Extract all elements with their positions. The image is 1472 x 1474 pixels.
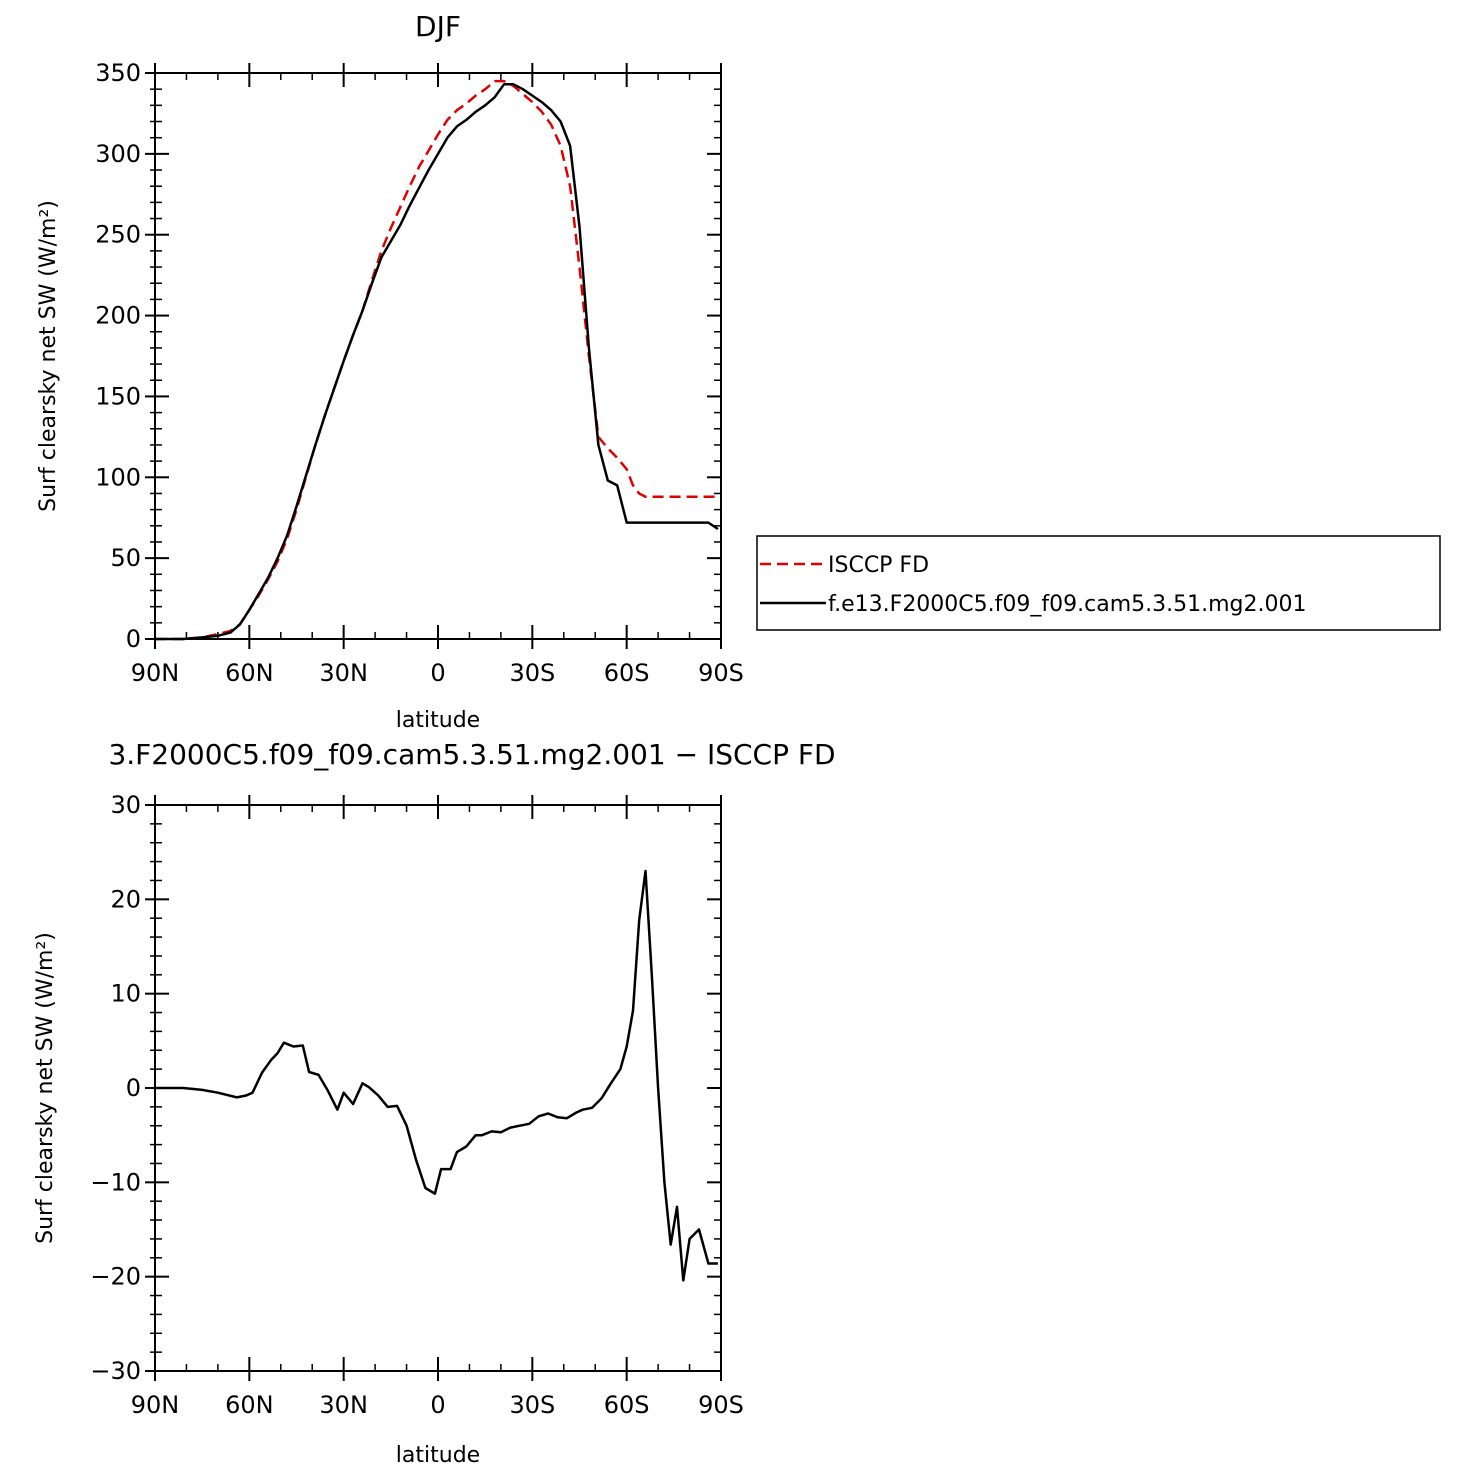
bottom-series-line-0 [155,869,718,1282]
bottom-chart-frame [154,804,722,1372]
bottom-y-tick-label: 0 [126,1074,141,1102]
legend: ISCCP FD f.e13.F2000C5.f09_f09.cam5.3.51… [756,535,1441,631]
bottom-y-tick-label: −30 [90,1357,141,1385]
bottom-chart: 3.F2000C5.f09_f09.cam5.3.51.mg2.001 − IS… [33,738,836,1468]
legend-box [756,535,1441,631]
bottom-chart-y-axis-title: Surf clearsky net SW (W/m²) [33,932,58,1244]
top-y-tick-label: 300 [95,140,141,168]
top-y-tick-label: 0 [126,625,141,653]
top-x-tick-label: 60N [225,659,274,687]
legend-label-model: f.e13.F2000C5.f09_f09.cam5.3.51.mg2.001 [828,592,1306,617]
bottom-y-tick-label: 20 [110,885,141,913]
top-chart-title: DJF [415,10,461,43]
top-chart-frame [154,72,722,640]
bottom-chart-x-axis-title: latitude [396,1443,480,1468]
bottom-chart-title: 3.F2000C5.f09_f09.cam5.3.51.mg2.001 − IS… [108,738,835,771]
bottom-x-tick-label: 60S [604,1391,650,1419]
top-chart: DJF 0 50 100 150 200 250 300 350 90N 60N 30N 0 30S 60… [36,10,744,733]
bottom-x-tick-label: 90N [131,1391,180,1419]
top-y-tick-label: 200 [95,302,141,330]
bottom-x-tick-label: 0 [430,1391,445,1419]
top-x-tick-label: 0 [430,659,445,687]
top-x-tick-label: 90S [698,659,744,687]
bottom-y-tick-label: 30 [110,791,141,819]
bottom-chart-ticks: −30 −20 −10 0 10 20 30 90N 60N 30N 0 30S 60S 90S [90,791,744,1419]
top-y-tick-label: 50 [110,544,141,572]
top-chart-x-axis-title: latitude [396,708,480,733]
top-y-tick-label: 100 [95,463,141,491]
top-chart-y-axis-title: Surf clearsky net SW (W/m²) [36,200,61,512]
bottom-y-tick-label: −20 [90,1263,141,1291]
top-chart-series [155,79,719,641]
top-y-tick-label: 350 [95,59,141,87]
bottom-x-tick-label: 60N [225,1391,274,1419]
top-x-tick-label: 60S [604,659,650,687]
legend-label-isccp-fd: ISCCP FD [828,553,929,578]
top-chart-ticks: 0 50 100 150 200 250 300 350 90N 60N 30N 0 30S 60S 90S [95,59,744,687]
bottom-x-tick-label: 90S [698,1391,744,1419]
top-y-tick-label: 250 [95,221,141,249]
bottom-x-tick-label: 30N [319,1391,368,1419]
bottom-x-tick-label: 30S [509,1391,555,1419]
top-series-line-0 [155,79,718,641]
bottom-y-tick-label: 10 [110,980,141,1008]
top-x-tick-label: 30S [509,659,555,687]
bottom-y-tick-label: −10 [90,1168,141,1196]
top-x-tick-label: 90N [131,659,180,687]
top-y-tick-label: 150 [95,382,141,410]
top-x-tick-label: 30N [319,659,368,687]
bottom-chart-series [155,869,718,1282]
top-series-line-1 [155,83,719,641]
